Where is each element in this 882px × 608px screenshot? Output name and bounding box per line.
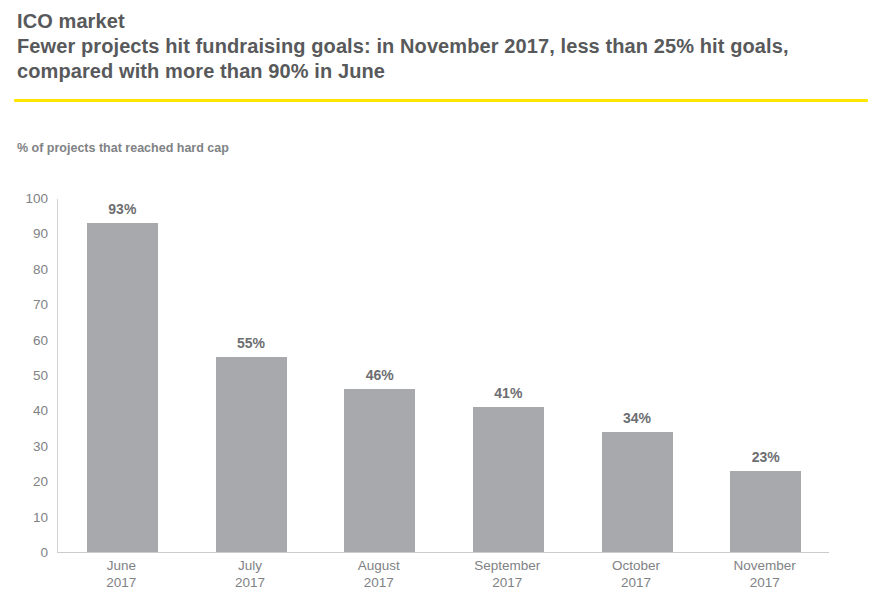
x-tick-label: July2017 — [186, 557, 314, 591]
y-tick-label: 0 — [0, 544, 48, 562]
x-tick-year: 2017 — [57, 574, 185, 591]
y-tick-label: 40 — [0, 402, 48, 420]
page-title: ICO market — [17, 9, 862, 34]
y-tick-label: 50 — [0, 367, 48, 385]
x-tick-month: June — [57, 557, 185, 574]
bar-value-label: 34% — [597, 410, 677, 426]
bar — [473, 407, 544, 552]
bar-value-label: 46% — [340, 367, 420, 383]
y-tick-label: 60 — [0, 332, 48, 350]
y-tick-label: 70 — [0, 296, 48, 314]
bar-chart: 0 10 20 30 40 50 60 70 80 90 100 93% 55% 46% 41% 34% 23… — [0, 190, 882, 600]
x-tick-month: August — [315, 557, 443, 574]
x-tick-label: August2017 — [315, 557, 443, 591]
bar — [602, 432, 673, 552]
x-tick-label: June2017 — [57, 557, 185, 591]
plot-area: 93% 55% 46% 41% 34% 23% — [57, 199, 829, 553]
x-tick-month: July — [186, 557, 314, 574]
y-tick-label: 10 — [0, 509, 48, 527]
bar — [344, 389, 415, 552]
yellow-divider-rule — [14, 99, 868, 102]
y-tick-label: 80 — [0, 261, 48, 279]
x-tick-year: 2017 — [701, 574, 829, 591]
x-tick-label: November2017 — [701, 557, 829, 591]
x-tick-label: October2017 — [572, 557, 700, 591]
x-tick-year: 2017 — [443, 574, 571, 591]
y-tick-label: 30 — [0, 438, 48, 456]
x-tick-label: September2017 — [443, 557, 571, 591]
x-tick-month: September — [443, 557, 571, 574]
bar-value-label: 41% — [468, 385, 548, 401]
x-tick-month: October — [572, 557, 700, 574]
x-axis-tick-labels: June2017July2017August2017September2017O… — [57, 557, 829, 597]
y-tick-label: 90 — [0, 225, 48, 243]
x-tick-year: 2017 — [315, 574, 443, 591]
bar-value-label: 23% — [726, 449, 806, 465]
x-tick-year: 2017 — [186, 574, 314, 591]
bar-value-label: 55% — [211, 335, 291, 351]
bar — [87, 223, 158, 552]
x-tick-month: November — [701, 557, 829, 574]
y-axis-tick-labels: 0102030405060708090100 — [0, 199, 48, 553]
page-subtitle: Fewer projects hit fundraising goals: in… — [17, 34, 819, 84]
bar — [730, 471, 801, 552]
x-tick-year: 2017 — [572, 574, 700, 591]
bar — [216, 357, 287, 552]
y-tick-label: 100 — [0, 190, 48, 208]
header: ICO market Fewer projects hit fundraisin… — [17, 9, 862, 84]
chart-axis-title: % of projects that reached hard cap — [17, 141, 229, 155]
y-tick-label: 20 — [0, 473, 48, 491]
bar-value-label: 93% — [82, 201, 162, 217]
